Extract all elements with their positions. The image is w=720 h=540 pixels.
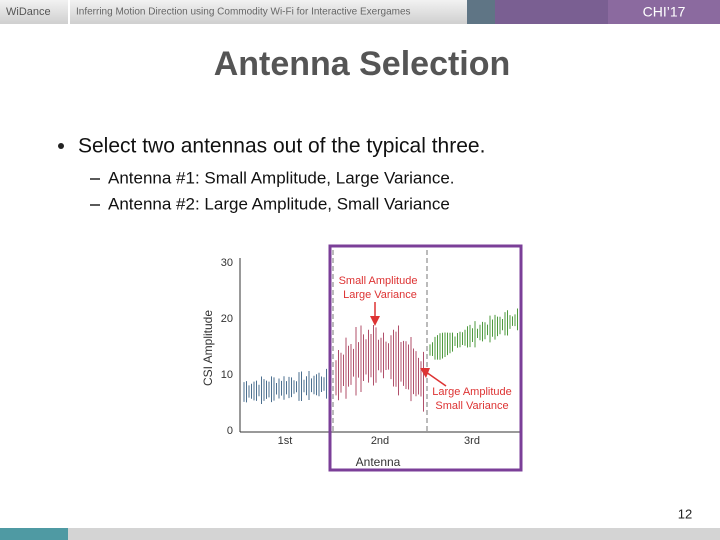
y-tick-label: 10 — [221, 369, 233, 381]
highlight-box — [328, 244, 523, 472]
footer-bar — [68, 528, 720, 540]
header-title: Inferring Motion Direction using Commodi… — [76, 7, 411, 18]
slide-title: Antenna Selection — [214, 45, 511, 83]
header-block — [467, 0, 495, 24]
annotation: Small Amplitude — [339, 275, 418, 287]
annotation: Small Variance — [435, 400, 508, 412]
arrow — [425, 371, 447, 387]
annotation: Large Variance — [343, 289, 417, 301]
venue: CHI’17 — [643, 4, 686, 20]
arrow-head — [370, 316, 380, 326]
header-block — [495, 0, 608, 24]
y-tick-label: 30 — [221, 257, 233, 269]
page-number: 12 — [678, 506, 692, 521]
y-axis-label: CSI Amplitude — [201, 310, 215, 386]
header-block — [608, 0, 720, 24]
x-tick-label: 3rd — [464, 435, 480, 447]
x-tick-label: 2nd — [371, 435, 389, 447]
arrow-head — [420, 368, 430, 378]
annotation: Large Amplitude — [432, 386, 512, 398]
y-tick-label: 20 — [221, 313, 233, 325]
traces — [243, 307, 521, 412]
bullet-marker — [58, 143, 64, 149]
short-title: WiDance — [6, 6, 51, 18]
footer-block — [0, 528, 68, 540]
figure: 30 20 10 0 1st 2nd 3rd Antenna CSI Ampli… — [201, 244, 523, 472]
y-tick-label: 0 — [227, 425, 233, 437]
x-tick-label: 1st — [278, 435, 293, 447]
header-divider — [68, 0, 70, 24]
sub-bullet: Antenna #1: Small Amplitude, Large Varia… — [108, 168, 455, 187]
bullet: Select two antennas out of the typical t… — [78, 135, 485, 158]
sub-bullet: Antenna #2: Large Amplitude, Small Varia… — [108, 194, 450, 213]
x-axis-label: Antenna — [356, 455, 401, 469]
